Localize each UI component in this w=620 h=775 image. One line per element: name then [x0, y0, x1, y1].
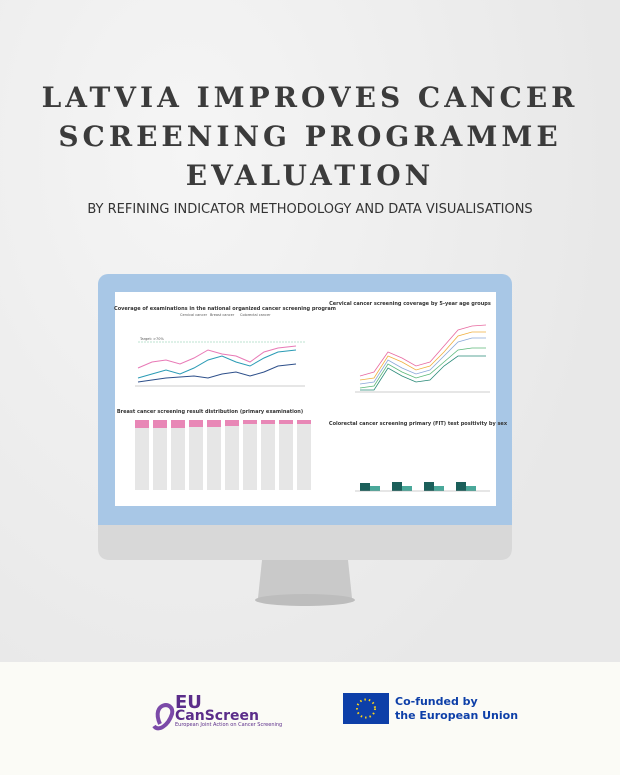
logo-mark: EU — [175, 692, 202, 713]
title-line: SCREENING PROGRAMME — [58, 120, 562, 153]
line — [137, 363, 297, 383]
eu-stars — [356, 698, 376, 719]
logo-name: CanScreen — [175, 708, 259, 724]
monitor-bezel — [98, 525, 512, 560]
monitor-base — [255, 594, 355, 606]
title-line: LATVIA IMPROVES CANCER — [41, 81, 579, 114]
eu-text: the European Union — [395, 709, 518, 722]
monitor: Coverage of examinations in the national… — [98, 274, 512, 606]
legend-item: Colorectal cancer — [240, 313, 271, 317]
bar-group — [135, 420, 311, 490]
line — [137, 349, 297, 379]
subtitle: BY REFINING INDICATOR METHODOLOGY AND DA… — [87, 202, 533, 217]
bar-group — [360, 482, 476, 491]
panel-title: Cervical cancer screening coverage by 5-… — [329, 301, 491, 307]
panel-title: Coverage of examinations in the national… — [114, 306, 336, 312]
logo-tagline: European Joint Action on Cancer Screenin… — [175, 722, 282, 728]
monitor-neck — [258, 560, 352, 598]
title: LATVIA IMPROVES CANCER SCREENING PROGRAM… — [0, 78, 620, 195]
eu-flag — [343, 693, 389, 724]
legend-item: Breast cancer — [210, 313, 235, 317]
eu-text: Co-funded by — [395, 695, 478, 708]
line-group — [359, 324, 487, 391]
title-line: EVALUATION — [185, 159, 435, 192]
legend-item: Cervical cancer — [180, 313, 208, 317]
footer: EU CanScreen European Joint Action on Ca… — [0, 662, 620, 775]
panel-title: Breast cancer screening result distribut… — [117, 409, 303, 415]
annotation: Target: >70% — [139, 337, 165, 341]
logos: EU CanScreen European Joint Action on Ca… — [152, 692, 518, 731]
panel-title: Colorectal cancer screening primary (FIT… — [329, 421, 508, 427]
ribbon — [152, 703, 175, 731]
line — [137, 345, 297, 369]
